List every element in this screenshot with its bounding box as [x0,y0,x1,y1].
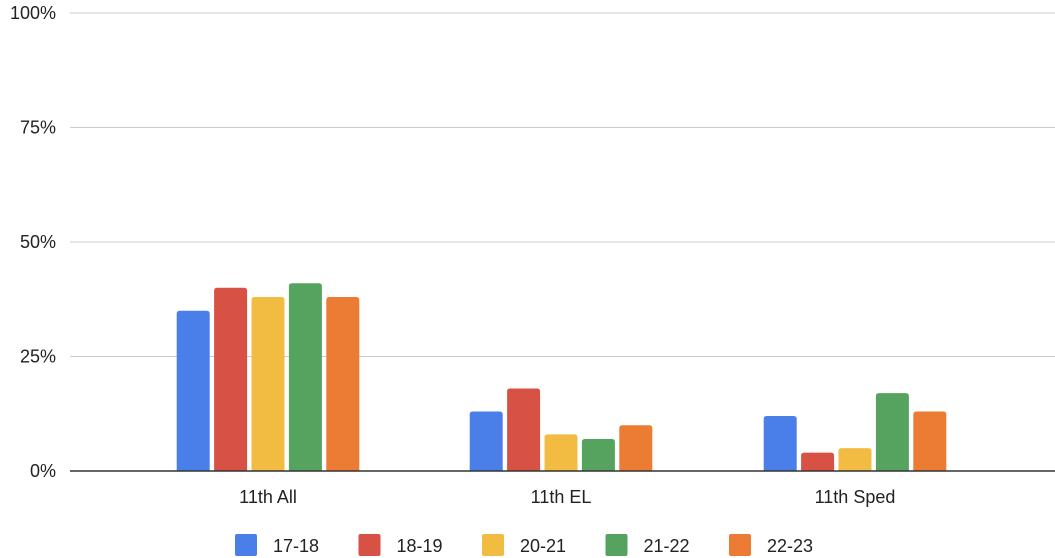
bar-21-22-11th-el [581,438,615,471]
legend-item: 18-19 [358,534,443,556]
legend-swatch [482,534,504,556]
y-tick-label: 25% [20,347,56,367]
gridlines [70,12,1055,357]
y-tick-label: 50% [20,232,56,252]
legend-label: 17-18 [273,536,319,556]
bar-17-18-11th-el [469,411,503,471]
y-axis-ticks: 0% 25% 50% 75% 100% [10,3,56,481]
legend-item: 22-23 [729,534,813,556]
legend-item: 20-21 [482,534,566,556]
bar-22-23-11th-sped [913,411,947,471]
bar-20-21-11th-sped [838,448,872,471]
y-tick-label: 100% [10,3,56,23]
x-tick-label: 11th All [239,487,297,507]
x-tick-label: 11th Sped [815,487,896,507]
bar-17-18-11th-sped [763,416,797,471]
bar-18-19-11th-sped [801,452,835,471]
bar-18-19-11th-el [507,388,541,471]
y-tick-label: 75% [20,118,56,138]
legend-label: 22-23 [767,536,813,556]
legend-swatch [358,534,381,556]
legend-swatch [605,534,628,556]
bar-22-23-11th-all [326,296,360,471]
legend-label: 20-21 [520,536,566,556]
bar-17-18-11th-all [176,310,210,471]
y-tick-label: 0% [30,461,56,481]
legend: 17-18 18-19 20-21 21-22 22-23 [235,534,813,556]
x-axis-labels: 11th All 11th EL 11th Sped [239,487,895,507]
legend-label: 18-19 [397,536,443,556]
legend-item: 17-18 [235,534,319,556]
legend-label: 21-22 [644,536,690,556]
bar-20-21-11th-el [544,434,578,471]
legend-swatch [729,534,751,556]
legend-item: 21-22 [605,534,690,556]
bar-21-22-11th-all [288,283,322,471]
x-tick-label: 11th EL [531,487,592,507]
legend-swatch [235,534,257,556]
bars [176,283,947,471]
bar-22-23-11th-el [619,425,653,471]
bar-20-21-11th-all [251,296,285,471]
bar-18-19-11th-all [214,287,248,471]
bar-21-22-11th-sped [875,393,909,471]
